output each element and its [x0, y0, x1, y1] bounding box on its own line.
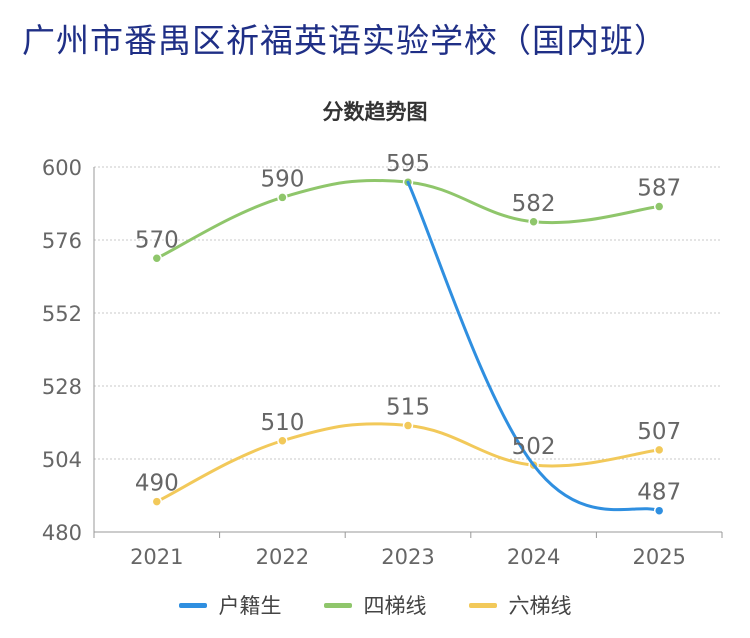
y-tick-label: 552: [42, 302, 82, 326]
data-label: 507: [637, 419, 681, 445]
data-label: 502: [512, 434, 556, 460]
y-tick-labels: 480 504 528 552 576 600: [42, 156, 82, 545]
x-tick-label: 2022: [256, 545, 309, 569]
data-label: 570: [135, 227, 179, 253]
x-tick-label: 2024: [507, 545, 560, 569]
data-label: 515: [386, 395, 430, 421]
series-line-1: [406, 180, 661, 513]
y-tick-label: 504: [42, 448, 82, 472]
legend-label: 户籍生: [218, 594, 282, 618]
data-label: 510: [260, 410, 304, 436]
data-point: [653, 505, 665, 516]
data-label: 595: [386, 151, 430, 177]
legend-label: 四梯线: [363, 594, 427, 618]
series-lines: [151, 176, 665, 516]
data-label: 590: [260, 166, 304, 192]
legend-swatch: [323, 602, 352, 608]
page-title: 广州市番禺区祈福英语实验学校（国内班）: [22, 21, 668, 60]
legend-item[interactable]: 六梯线: [468, 590, 572, 620]
data-point: [653, 444, 665, 456]
x-tick-label: 2023: [381, 545, 434, 569]
data-point: [151, 496, 163, 507]
data-point: [277, 435, 288, 446]
data-label: 587: [637, 176, 681, 202]
legend-swatch: [178, 602, 207, 608]
x-tick-label: 2021: [130, 545, 183, 569]
series-line-2: [155, 178, 661, 260]
data-point: [528, 216, 539, 227]
legend-item[interactable]: 四梯线: [323, 590, 427, 620]
data-label: 490: [135, 471, 179, 497]
legend-label: 六梯线: [508, 594, 572, 618]
data-label: 582: [512, 191, 556, 217]
chart-title: 分数趋势图: [322, 100, 428, 124]
data-label: 487: [637, 480, 681, 506]
legend-swatch: [468, 602, 497, 608]
y-tick-label: 528: [42, 375, 82, 399]
axes: [93, 167, 723, 538]
y-tick-label: 600: [42, 156, 82, 180]
y-tick-label: 576: [42, 229, 82, 253]
grid-lines: [94, 166, 722, 460]
x-tick-label: 2025: [632, 545, 685, 569]
legend-item[interactable]: 户籍生: [178, 590, 282, 620]
x-tick-labels: 2021 2022 2023 2024 2025: [130, 545, 686, 569]
data-labels: 487 570 590 595 582 587 490 510 515 502 507: [135, 151, 681, 506]
data-point: [653, 201, 665, 212]
series-line-3: [155, 422, 661, 504]
data-point: [277, 192, 288, 203]
legend: 户籍生 四梯线 六梯线: [0, 590, 750, 620]
y-tick-label: 480: [42, 521, 82, 545]
data-point: [402, 420, 414, 431]
data-point: [151, 253, 163, 264]
